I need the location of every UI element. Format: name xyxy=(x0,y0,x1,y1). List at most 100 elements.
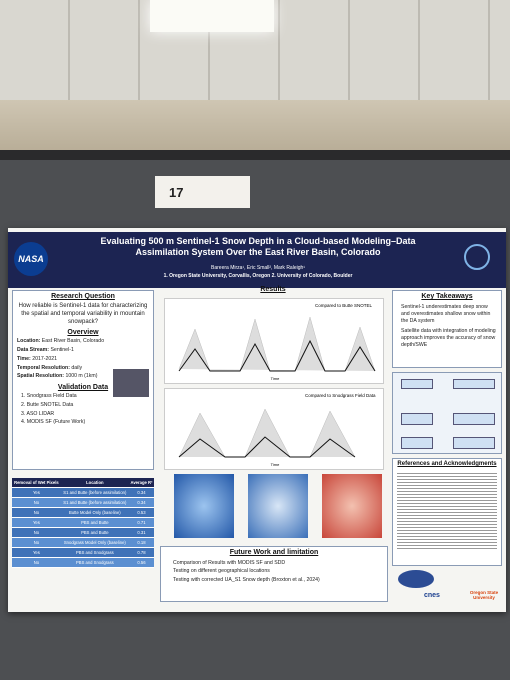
future-item: Comparison of Results with MODIS SF and … xyxy=(173,560,286,566)
authors: Bareera Mirza¹, Eric Small², Mark Raleig… xyxy=(211,265,305,271)
heading: Validation Data xyxy=(57,384,109,392)
axis-label: Time xyxy=(271,376,281,381)
table-header: Location xyxy=(60,478,129,488)
validation-list: 1. Snodgrass Field Data 2. Butte SNOTEL D… xyxy=(17,393,149,426)
heading: Research Question xyxy=(51,293,115,300)
basin-map xyxy=(113,369,149,397)
reference-text xyxy=(397,471,497,551)
logo-text: Oregon State University xyxy=(469,590,499,600)
table-row: Yes PBS and Butte 0.71 xyxy=(12,517,154,528)
table-cell: No xyxy=(12,497,61,508)
heading: Future Work and limitation xyxy=(229,549,319,556)
table-cell: PBS and Butte xyxy=(60,517,129,528)
poster: NASA Evaluating 500 m Sentinel-1 Snow De… xyxy=(8,228,506,612)
references: References and Acknowledgments xyxy=(392,458,502,566)
map xyxy=(322,474,382,538)
table-cell: PBS and Snodgrass xyxy=(60,547,129,558)
axis-label: Time xyxy=(271,462,281,467)
results-panel: Results Compared to Butte SNOTEL Time Co… xyxy=(158,286,388,544)
overview-value: daily xyxy=(71,364,83,371)
table-row: Yes S1 and Butte (before assimilation) 0.3… xyxy=(12,487,154,498)
table-cell: 0.56 xyxy=(128,557,154,568)
poster-title: Evaluating 500 m Sentinel-1 Snow Depth i… xyxy=(100,236,416,258)
table-cell: 0.31 xyxy=(128,527,154,538)
overview-value: Sentinel-1 xyxy=(50,347,74,354)
table-cell: 0.34 xyxy=(128,497,154,508)
logos: cnes Oregon State University xyxy=(394,568,504,608)
table-cell: 0.34 xyxy=(128,487,154,498)
ensemble xyxy=(178,408,356,458)
table-row: No Snodgrass Model Only (baseline) 0.18 xyxy=(12,537,154,548)
overview-value: 1000 m (1km) xyxy=(65,373,98,380)
future-item: Testing with corrected UA_S1 Snow depth … xyxy=(173,576,320,583)
map xyxy=(248,474,308,538)
table-cell: S1 and Butte (before assimilation) xyxy=(60,497,129,508)
table-cell: 0.71 xyxy=(128,517,154,528)
chart-caption: Compared to Butte SNOTEL xyxy=(315,303,373,308)
table-cell: Yes xyxy=(12,487,61,498)
future-work: Future Work and limitation Comparison of… xyxy=(160,546,388,602)
diagram-node xyxy=(453,413,495,425)
table-row: No PBS and Butte 0.31 xyxy=(12,527,154,538)
validation-item: 3. ASO LIDAR xyxy=(21,410,55,417)
table-cell: PBS and Butte xyxy=(60,527,129,538)
table-header: Average R² xyxy=(128,478,154,488)
beam xyxy=(0,100,510,150)
map xyxy=(174,474,234,538)
overview-label: Location: xyxy=(17,338,41,345)
logo xyxy=(398,570,434,588)
table-cell: No xyxy=(12,507,61,518)
table-cell: Yes xyxy=(12,547,61,558)
table-row: Yes PBS and Snodgrass 0.78 xyxy=(12,547,154,558)
table-row: No PBS and Snodgrass 0.56 xyxy=(12,557,154,568)
line xyxy=(178,339,376,372)
workflow-diagram xyxy=(392,372,502,454)
nasa-logo: NASA xyxy=(14,242,48,276)
overview-label: Time: xyxy=(17,355,31,362)
chart-image: Compared to Snodgrass Field Data Time xyxy=(164,388,384,470)
overview-item: Data Stream: Sentinel-1 xyxy=(17,347,112,354)
table-cell: Yes xyxy=(12,517,61,528)
table-header: Removal of Wet Pixels xyxy=(12,478,61,488)
key-takeaways: Key Takeaways Sentinel-1 underestimates … xyxy=(392,290,502,368)
diagram-node xyxy=(453,379,495,389)
validation-item: 2. Butte SNOTEL Data xyxy=(21,401,74,408)
left-panel: Research Question How reliable is Sentin… xyxy=(12,290,154,470)
diagram-node xyxy=(401,413,433,425)
table-cell: 0.18 xyxy=(128,537,154,548)
table: Removal of Wet Pixels Location Average R² Y… xyxy=(12,478,154,568)
overview-item: Temporal Resolution: daily xyxy=(17,365,112,372)
validation-item: 4. MODIS SF (Future Work) xyxy=(21,419,86,426)
overview-label: Temporal Resolution: xyxy=(17,364,70,371)
results-table: Removal of Wet Pixels Location Average R² Y… xyxy=(12,478,154,568)
board-frame xyxy=(0,150,510,160)
overview-list: Location: East River Basin, Colorado Data… xyxy=(17,338,112,380)
overview-label: Data Stream: xyxy=(17,347,50,354)
logo-text: cnes xyxy=(424,592,440,599)
table-row: No Butte Model Only (baseline) 0.53 xyxy=(12,507,154,518)
heading: References and Acknowledgments xyxy=(397,461,497,467)
takeaway-item: Sentinel-1 underestimates deep snow and … xyxy=(401,304,491,324)
table-cell: S1 and Butte (before assimilation) xyxy=(60,487,129,498)
table-cell: Snodgrass Model Only (baseline) xyxy=(60,537,129,548)
heading: Overview xyxy=(67,329,99,337)
overview-label: Spatial Resolution: xyxy=(17,373,64,380)
table-cell: 0.53 xyxy=(128,507,154,518)
future-item: Testing on different geographical locati… xyxy=(173,568,270,575)
validation-item: 1. Snodgrass Field Data xyxy=(21,393,77,400)
diagram-node xyxy=(453,437,495,449)
chart-image: Compared to Butte SNOTEL Time xyxy=(164,298,384,384)
overview-value: 2017-2021 xyxy=(32,355,58,362)
ensemble xyxy=(178,316,376,372)
table-cell: No xyxy=(12,527,61,538)
overview-value: East River Basin, Colorado xyxy=(41,338,105,345)
heading: Results xyxy=(260,286,286,293)
table-row: No S1 and Butte (before assimilation) 0.34 xyxy=(12,497,154,508)
overview-item: Spatial Resolution: 1000 m (1km) xyxy=(17,373,112,380)
heading: Key Takeaways xyxy=(421,293,473,300)
overview-item: Time: 2017-2021 xyxy=(17,356,112,363)
poster-header: NASA Evaluating 500 m Sentinel-1 Snow De… xyxy=(8,232,506,288)
question: How reliable is Sentinel-1 data for char… xyxy=(18,303,148,325)
table-cell: PBS and Snodgrass xyxy=(60,557,129,568)
